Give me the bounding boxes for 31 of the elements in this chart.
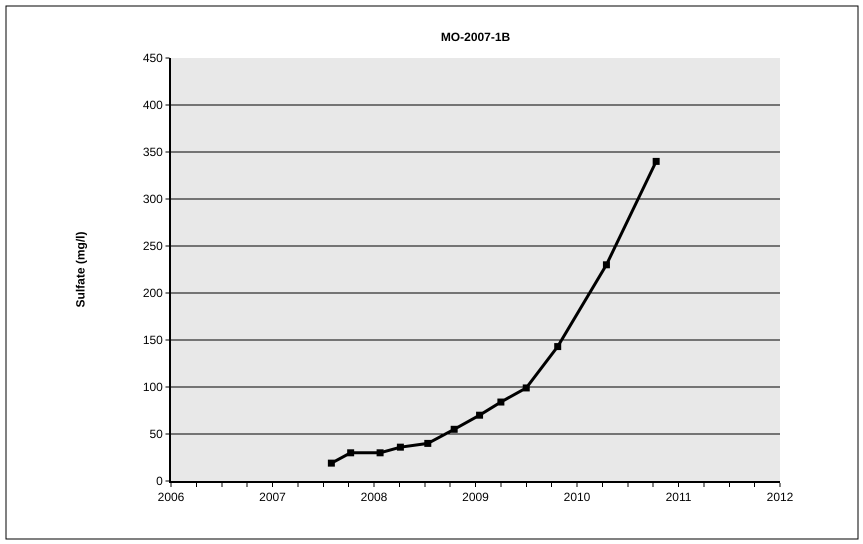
point — [497, 398, 504, 406]
y-tick-label: 0 — [156, 474, 164, 488]
y-tick-label: 350 — [142, 145, 164, 160]
point — [554, 343, 562, 350]
x-tick-label: 2006 — [158, 490, 185, 504]
y-tick-label: 450 — [142, 51, 164, 66]
point — [396, 444, 404, 451]
x-tick-label: 2009 — [462, 490, 490, 504]
point — [376, 449, 384, 456]
y-tick-label: 50 — [149, 427, 164, 442]
point — [424, 440, 432, 447]
point — [602, 261, 610, 268]
y-tick-label: 400 — [142, 98, 164, 112]
y-tick-label: 250 — [142, 239, 164, 254]
point — [328, 460, 335, 467]
x-tick-label: 2007 — [259, 490, 286, 504]
point — [476, 412, 484, 419]
x-tick-label: 2012 — [766, 490, 794, 504]
point — [450, 426, 458, 433]
x-tick-label: 2011 — [666, 490, 692, 504]
x-tick-label: 2008 — [360, 490, 388, 504]
point — [522, 384, 530, 392]
y-tick-label: 100 — [142, 380, 164, 394]
y-axis-title: Sulfate (mg/l) — [74, 231, 88, 308]
point — [347, 449, 354, 456]
y-tick-label: 300 — [142, 192, 164, 206]
y-tick-label: 150 — [142, 333, 164, 348]
chart-title: MO-2007-1B — [440, 30, 511, 44]
point — [652, 158, 660, 165]
y-tick-label: 200 — [142, 286, 164, 300]
x-tick-label: 2010 — [564, 490, 591, 504]
